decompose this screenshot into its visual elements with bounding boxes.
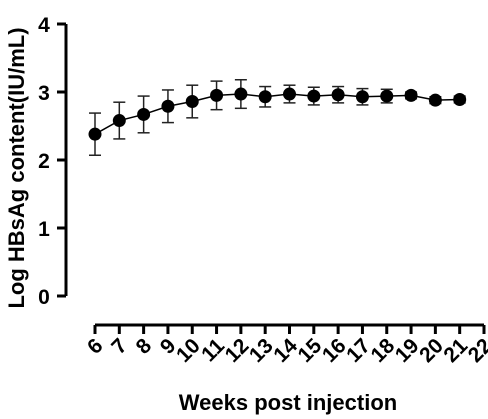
data-point	[88, 127, 102, 141]
x-tick-label: 22	[464, 334, 488, 367]
data-point	[161, 99, 175, 113]
data-point	[210, 88, 224, 102]
y-tick-label: 3	[38, 82, 50, 105]
data-point	[258, 90, 272, 104]
data-point	[428, 93, 442, 107]
data-point	[283, 87, 296, 101]
y-tick-label: 1	[38, 218, 50, 241]
y-tick-label: 0	[38, 286, 50, 309]
data-point	[185, 95, 199, 109]
series-line	[94, 93, 460, 135]
data-series	[88, 79, 467, 156]
data-point	[112, 114, 126, 128]
x-tick-label: 6	[83, 334, 108, 359]
data-point	[137, 107, 151, 121]
y-tick-label: 2	[38, 150, 50, 173]
data-point	[355, 90, 369, 104]
data-point	[453, 92, 467, 106]
y-axis-label: Log HBsAg content(IU/mL)	[4, 27, 29, 308]
x-tick-label: 7	[107, 334, 132, 359]
data-point	[404, 88, 418, 102]
y-tick-label: 4	[38, 14, 50, 37]
data-point	[331, 88, 345, 102]
data-point	[380, 89, 394, 103]
x-axis-label: Weeks post injection	[179, 390, 397, 415]
x-tick-label: 8	[132, 334, 157, 359]
data-point	[234, 87, 248, 101]
data-point	[307, 89, 321, 103]
